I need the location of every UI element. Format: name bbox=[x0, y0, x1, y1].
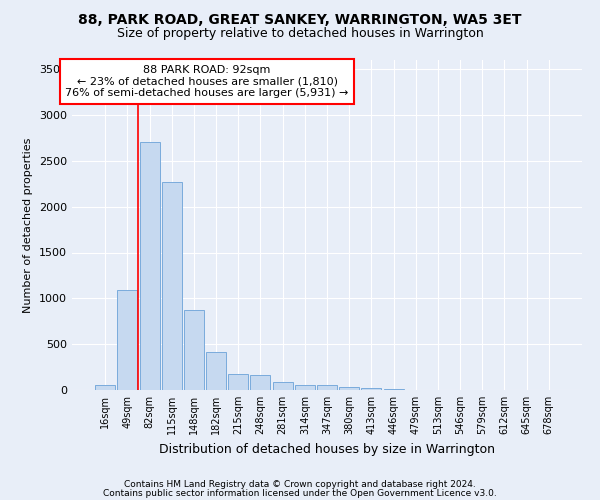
Bar bbox=[162, 182, 182, 390]
Bar bbox=[184, 310, 204, 390]
Bar bbox=[250, 375, 271, 390]
Text: 88 PARK ROAD: 92sqm
← 23% of detached houses are smaller (1,810)
76% of semi-det: 88 PARK ROAD: 92sqm ← 23% of detached ho… bbox=[65, 65, 349, 98]
Bar bbox=[95, 385, 115, 390]
Bar bbox=[228, 374, 248, 390]
Bar bbox=[206, 352, 226, 390]
Text: 88, PARK ROAD, GREAT SANKEY, WARRINGTON, WA5 3ET: 88, PARK ROAD, GREAT SANKEY, WARRINGTON,… bbox=[78, 12, 522, 26]
Bar bbox=[118, 290, 137, 390]
Text: Contains public sector information licensed under the Open Government Licence v3: Contains public sector information licen… bbox=[103, 488, 497, 498]
Text: Contains HM Land Registry data © Crown copyright and database right 2024.: Contains HM Land Registry data © Crown c… bbox=[124, 480, 476, 489]
X-axis label: Distribution of detached houses by size in Warrington: Distribution of detached houses by size … bbox=[159, 442, 495, 456]
Y-axis label: Number of detached properties: Number of detached properties bbox=[23, 138, 34, 312]
Bar bbox=[383, 388, 404, 390]
Bar bbox=[140, 142, 160, 390]
Bar bbox=[295, 384, 315, 390]
Bar bbox=[361, 388, 382, 390]
Bar bbox=[339, 387, 359, 390]
Bar bbox=[317, 386, 337, 390]
Text: Size of property relative to detached houses in Warrington: Size of property relative to detached ho… bbox=[116, 28, 484, 40]
Bar bbox=[272, 382, 293, 390]
